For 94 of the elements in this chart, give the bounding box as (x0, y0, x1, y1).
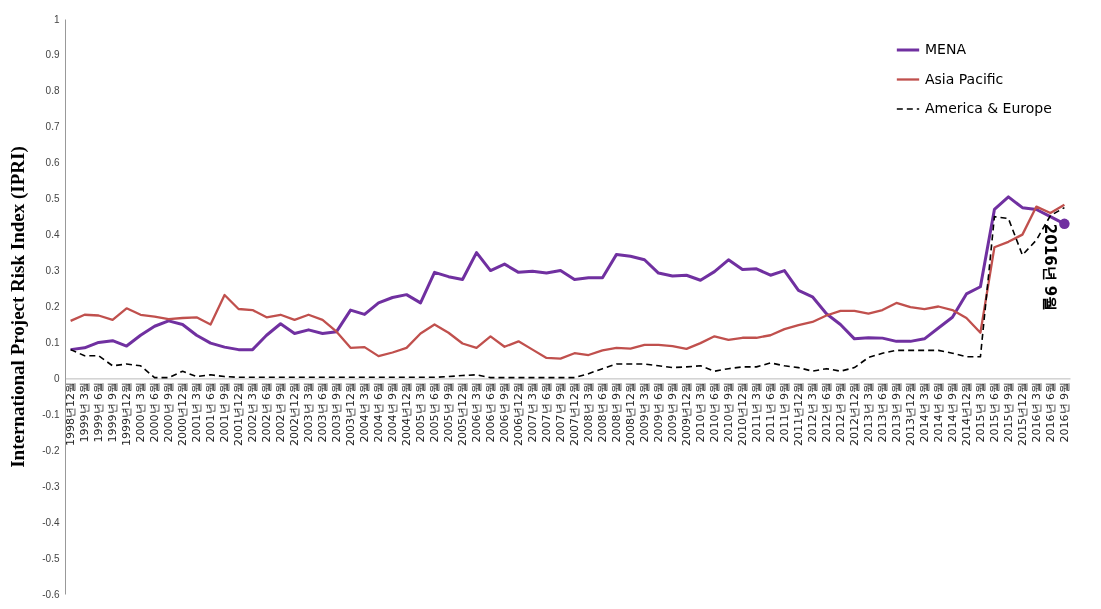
x-tick-label: 2014년 3월 (917, 381, 931, 443)
x-tick-label: 1999년 3월 (78, 381, 92, 443)
x-tick-label: 2002년 3월 (246, 381, 260, 443)
x-tick-label: 2008년 9월 (609, 381, 623, 443)
x-tick-label: 2003년 9월 (330, 381, 344, 443)
x-tick-label: 2009년 6월 (651, 381, 665, 443)
x-tick-label: 2008년12월 (623, 381, 637, 446)
x-tick-label: 2000년 9월 (162, 381, 176, 443)
x-tick-label: 1999년 6월 (92, 381, 106, 443)
x-tick-label: 2006년12월 (512, 381, 526, 446)
y-tick-label: 0.7 (45, 121, 60, 133)
x-tick-label: 2000년 6월 (148, 381, 162, 443)
x-tick-label: 2004년 6월 (372, 381, 386, 443)
x-tick-label: 2014년 9월 (945, 381, 959, 443)
x-tick-label: 2013년 6월 (875, 381, 889, 443)
x-tick-label: 2012년 6월 (819, 381, 833, 443)
x-tick-label: 2000년12월 (176, 381, 190, 446)
annotation: 2016년 9월 (1041, 223, 1060, 312)
x-tick-label: 2001년 6월 (204, 381, 218, 443)
x-tick-label: 2006년 9월 (498, 381, 512, 443)
x-tick-label: 2010년 9월 (721, 381, 735, 443)
x-tick-label: 2010년 3월 (693, 381, 707, 443)
x-tick-label: 1999년 9월 (106, 381, 120, 443)
x-tick-label: 2009년12월 (679, 381, 693, 446)
y-tick-label: 0.2 (45, 301, 60, 312)
x-tick-label: 2000년 3월 (134, 381, 148, 443)
y-tick-label: 0 (53, 372, 60, 384)
x-tick-label: 1999년12월 (120, 381, 134, 446)
y-tick-label: 0.9 (45, 49, 60, 61)
y-tick-label: 0.4 (45, 229, 60, 241)
legend-label: MENA (925, 41, 967, 57)
x-tick-label: 2012년 3월 (805, 381, 819, 443)
x-tick-label: 2013년 3월 (861, 381, 875, 443)
x-tick-label: 2005년 9월 (442, 381, 456, 443)
y-tick-label: -0.6 (42, 588, 60, 600)
x-tick-label: 2016년 3월 (1029, 381, 1043, 443)
x-tick-label: 2002년 6월 (260, 381, 274, 443)
x-tick-label: 2004년 3월 (358, 381, 372, 443)
legend-label: Asia Pacific (925, 70, 1004, 87)
x-tick-label: 2007년 6월 (540, 381, 553, 443)
x-tick-label: 2005년 6월 (428, 381, 442, 443)
y-tick-label: -0.1 (42, 408, 60, 420)
x-tick-label: 2004년 9월 (386, 381, 400, 443)
x-tick-label: 2004년12월 (400, 381, 414, 446)
x-tick-label: 2016년 9월 (1057, 381, 1071, 443)
x-tick-label: 1998년12월 (64, 381, 78, 446)
x-tick-label: 2011년12월 (791, 381, 805, 446)
y-tick-label: -0.3 (42, 480, 60, 492)
x-tick-label: 2005년 3월 (414, 381, 428, 443)
x-tick-label: 2015년 6월 (987, 381, 1001, 443)
x-tick-label: 2009년 3월 (637, 381, 651, 443)
x-tick-label: 2001년 3월 (190, 381, 204, 443)
x-tick-label: 2011년 6월 (763, 381, 777, 443)
y-axis-title: International Project Risk Index (IPRI) (7, 146, 30, 468)
y-tick-label: -0.2 (42, 444, 60, 456)
x-tick-label: 2007년12월 (568, 381, 581, 446)
x-tick-label: 2016년 6월 (1043, 381, 1057, 443)
y-tick-label: 0.5 (45, 193, 60, 205)
x-tick-label: 2010년12월 (735, 381, 749, 446)
x-tick-label: 2015년12월 (1015, 381, 1029, 446)
y-tick-label: -0.5 (42, 552, 60, 564)
y-tick-label: 0.3 (45, 265, 60, 277)
x-tick-label: 2012년12월 (847, 381, 861, 446)
y-tick-label: 1 (53, 13, 60, 25)
x-tick-label: 2001년12월 (232, 381, 246, 446)
x-tick-label: 2002년12월 (288, 381, 302, 446)
y-tick-label: 0.8 (45, 85, 60, 97)
x-tick-label: 2003년 3월 (302, 381, 316, 443)
x-tick-label: 2009년 9월 (665, 381, 679, 443)
legend-label: America & Europe (925, 100, 1052, 116)
x-tick-label: 2011년 3월 (749, 381, 763, 443)
x-tick-label: 2015년 9월 (1001, 381, 1015, 443)
x-tick-label: 2013년 9월 (889, 381, 903, 443)
x-tick-label: 2011년 9월 (777, 381, 791, 443)
x-tick-label: 2002년 9월 (274, 381, 288, 443)
x-tick-label: 2005년12월 (456, 381, 470, 446)
x-tick-label: 2003년 6월 (316, 381, 330, 443)
y-tick-label: -0.4 (42, 516, 60, 528)
x-tick-label: 2003년12월 (344, 381, 358, 446)
x-tick-label: 2001년 9월 (218, 381, 232, 443)
x-tick-label: 2010년 6월 (707, 381, 721, 443)
y-tick-label: 0.1 (45, 336, 60, 348)
x-tick-label: 2013년12월 (903, 381, 917, 446)
x-tick-label: 2007년 9월 (554, 381, 567, 443)
x-tick-label: 2014년12월 (959, 381, 973, 446)
x-tick-label: 2008년 6월 (595, 381, 609, 443)
x-tick-label: 2015년 3월 (973, 381, 987, 443)
x-tick-label: 2006년 3월 (470, 381, 484, 443)
x-tick-label: 2007년 3월 (526, 381, 540, 443)
x-tick-label: 2014년 6월 (931, 381, 945, 443)
x-tick-label: 2006년 6월 (484, 381, 498, 443)
x-tick-label: 2008년 3월 (582, 381, 595, 443)
y-tick-label: 0.6 (45, 157, 60, 169)
x-tick-label: 2012년 9월 (833, 381, 847, 443)
